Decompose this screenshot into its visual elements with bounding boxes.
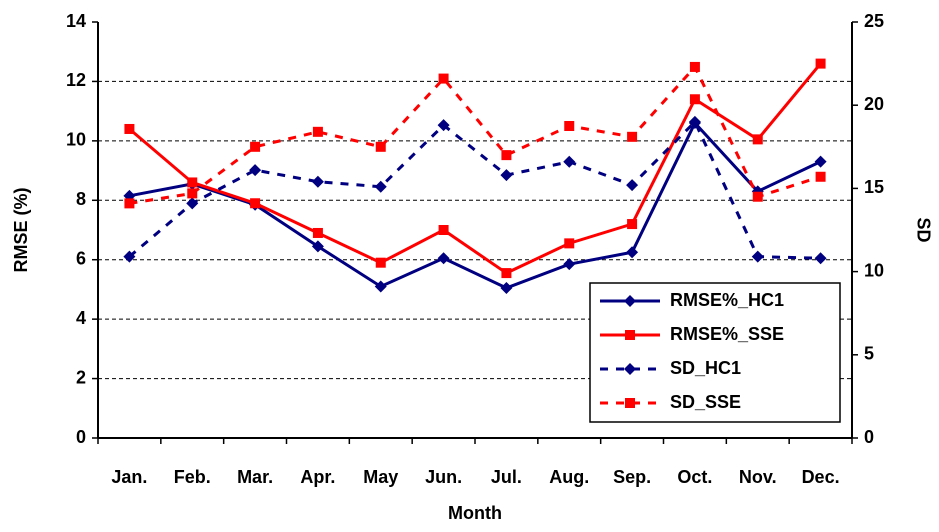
marker	[249, 164, 262, 177]
y2-tick-label: 25	[864, 11, 884, 31]
marker	[375, 141, 386, 152]
marker	[688, 115, 701, 128]
marker	[627, 219, 638, 230]
x-tick-label: Feb.	[174, 467, 211, 487]
marker	[312, 227, 323, 238]
marker	[438, 73, 449, 84]
marker	[374, 280, 387, 293]
marker	[123, 250, 136, 263]
marker	[689, 94, 700, 105]
marker	[626, 246, 639, 259]
marker	[250, 198, 261, 209]
marker	[312, 126, 323, 137]
legend-label: SD_SSE	[670, 392, 741, 412]
marker	[752, 191, 763, 202]
marker	[625, 398, 635, 408]
y-tick-label: 10	[66, 130, 86, 150]
marker	[250, 141, 261, 152]
y-axis-label: RMSE (%)	[11, 187, 31, 272]
y2-tick-label: 15	[864, 177, 884, 197]
y2-tick-label: 10	[864, 260, 884, 280]
y2-tick-label: 5	[864, 344, 874, 364]
x-tick-label: Sep.	[613, 467, 651, 487]
x-tick-label: Nov.	[739, 467, 777, 487]
marker	[627, 131, 638, 142]
x-tick-label: Jan.	[111, 467, 147, 487]
y2-tick-label: 20	[864, 94, 884, 114]
marker	[501, 150, 512, 161]
marker	[374, 180, 387, 193]
y2-axis-label: SD	[913, 217, 933, 242]
x-tick-label: Dec.	[802, 467, 840, 487]
marker	[186, 197, 199, 210]
marker	[437, 252, 450, 265]
marker	[751, 250, 764, 263]
y-tick-label: 4	[76, 308, 86, 328]
marker	[626, 179, 639, 192]
x-tick-label: Jun.	[425, 467, 462, 487]
marker	[124, 198, 135, 209]
y2-tick-label: 0	[864, 427, 874, 447]
x-tick-label: Aug.	[549, 467, 589, 487]
marker	[187, 177, 198, 188]
marker	[563, 155, 576, 168]
marker	[500, 281, 513, 294]
series-line	[128, 62, 822, 275]
legend-label: SD_HC1	[670, 358, 741, 378]
x-axis-label: Month	[448, 503, 502, 523]
marker	[564, 121, 575, 131]
y-tick-label: 8	[76, 189, 86, 209]
y-tick-label: 6	[76, 248, 86, 268]
x-tick-label: Jul.	[491, 467, 522, 487]
marker	[375, 257, 386, 268]
marker	[311, 175, 324, 188]
marker	[500, 169, 513, 182]
marker	[689, 61, 700, 72]
x-tick-label: Oct.	[677, 467, 712, 487]
legend-label: RMSE%_HC1	[670, 290, 784, 310]
marker	[752, 134, 763, 145]
marker	[815, 171, 826, 182]
x-tick-label: May	[363, 467, 398, 487]
marker	[624, 295, 636, 307]
marker	[437, 119, 450, 132]
marker	[624, 363, 636, 375]
marker	[124, 123, 135, 134]
marker	[814, 252, 827, 265]
x-tick-label: Mar.	[237, 467, 273, 487]
y-tick-label: 2	[76, 367, 86, 387]
series-line	[129, 64, 822, 205]
marker	[187, 188, 198, 199]
y-tick-label: 0	[76, 427, 86, 447]
series-line	[129, 120, 822, 290]
y-tick-label: 12	[66, 70, 86, 90]
marker	[563, 258, 576, 271]
marker	[814, 155, 827, 168]
marker	[625, 330, 635, 340]
legend-label: RMSE%_SSE	[670, 324, 784, 344]
series-line	[128, 119, 821, 260]
marker	[564, 238, 575, 249]
y-tick-label: 14	[66, 11, 86, 31]
x-tick-label: Apr.	[300, 467, 335, 487]
marker	[311, 240, 324, 253]
marker	[501, 268, 512, 279]
marker	[815, 58, 826, 69]
marker	[438, 225, 449, 235]
